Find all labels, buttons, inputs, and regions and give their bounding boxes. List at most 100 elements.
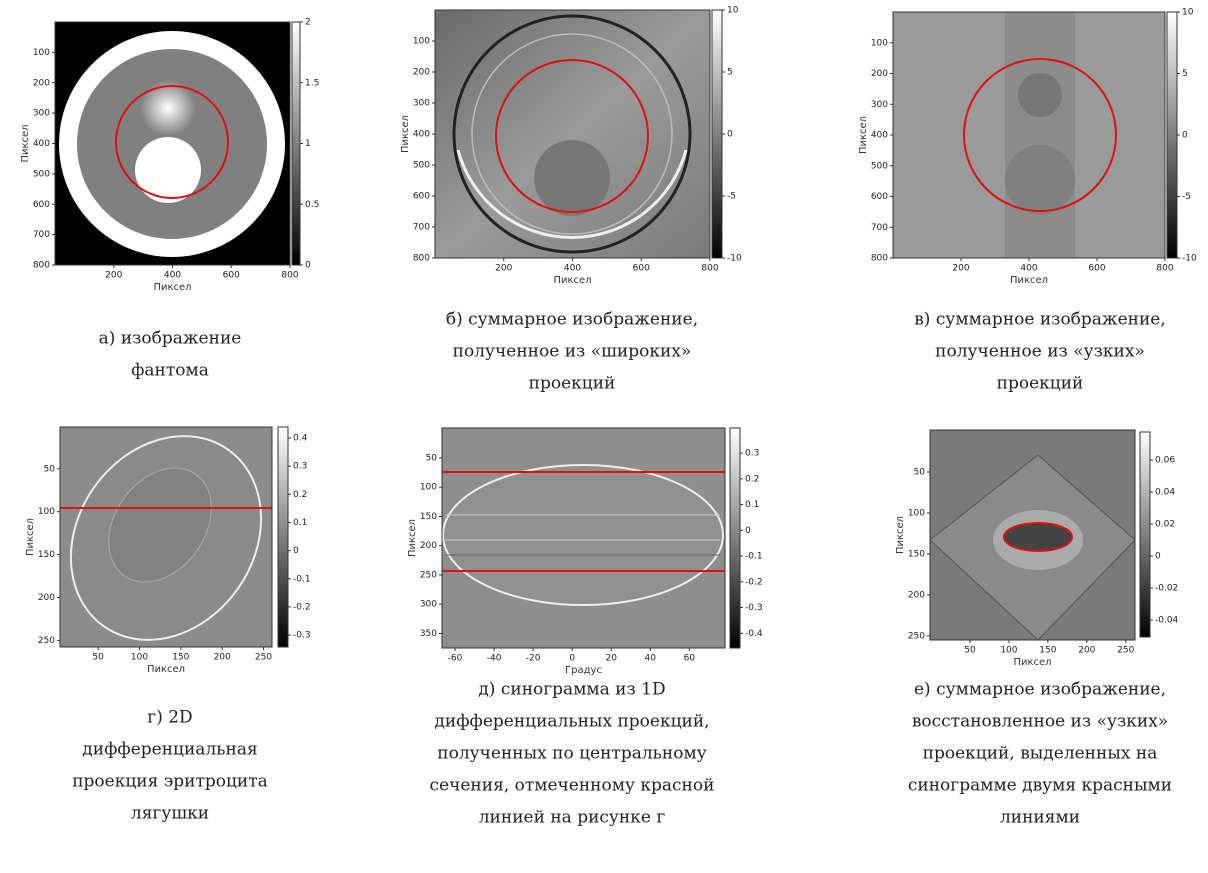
image-c [893,12,1165,258]
image-f [930,430,1135,640]
y-tick-label: 250 [420,570,437,580]
y-axis-label: Пиксел [400,115,411,153]
caption-line: лягушки [131,804,209,824]
colorbar-tick-label: 0 [1155,552,1161,562]
caption-line: проекций [997,374,1084,394]
colorbar-tick-label: 0 [1182,131,1188,141]
y-tick-label: 400 [871,131,888,141]
x-axis-label: Пиксел [153,282,191,293]
y-tick-label: 200 [38,593,55,603]
y-tick-label: 200 [33,78,50,88]
x-tick-label: 600 [223,271,240,281]
y-tick-label: 600 [33,200,50,210]
x-tick-label: 50 [92,653,104,663]
y-tick-label: 50 [426,453,438,463]
colorbar-tick-label: -0.2 [745,577,763,587]
colorbar [712,10,722,258]
image-d [32,399,300,677]
colorbar-tick-label: 0.2 [293,490,307,500]
caption-line: проекций, выделенных на [923,744,1158,764]
y-tick-label: 100 [33,48,50,58]
caption-line: фантома [131,361,209,381]
colorbar [292,22,300,265]
colorbar-tick-label: 0.02 [1155,520,1175,530]
x-tick-label: 100 [131,653,148,663]
y-tick-label: 600 [871,192,888,202]
x-tick-label: 0 [569,654,575,664]
caption-line: дифференциальная [82,740,257,760]
caption-line: д) синограмма из 1D [478,680,665,700]
x-tick-label: 150 [172,653,189,663]
colorbar [730,428,740,648]
colorbar-tick-label: 0 [305,261,311,271]
x-axis-label: Пиксел [553,275,591,286]
y-tick-label: 200 [413,68,430,78]
y-axis-label: Пиксел [407,519,418,557]
y-tick-label: 500 [871,161,888,171]
x-tick-label: -40 [487,654,502,664]
x-tick-label: 800 [1156,264,1173,274]
colorbar-tick-label: 0.5 [305,200,319,210]
x-tick-label: 600 [1088,264,1105,274]
y-tick-label: 200 [871,69,888,79]
caption-line: сечения, отмеченному красной [430,776,715,796]
x-tick-label: 800 [701,264,718,274]
y-tick-label: 250 [908,631,925,641]
colorbar-tick-label: 5 [1182,69,1188,79]
x-tick-label: 400 [1020,264,1037,274]
y-tick-label: 200 [420,541,437,551]
x-tick-label: 40 [645,654,657,664]
y-tick-label: 350 [420,629,437,639]
x-tick-label: 200 [214,653,231,663]
colorbar-tick-label: 0.3 [293,462,307,472]
x-tick-label: 50 [964,646,976,656]
y-tick-label: 500 [413,161,430,171]
y-tick-label: 50 [914,468,926,478]
colorbar-tick-label: 0.1 [745,500,759,510]
x-tick-label: 200 [1078,646,1095,656]
colorbar-tick-label: 10 [727,6,739,16]
x-axis-label: Пиксел [1013,657,1051,668]
colorbar-tick-label: -10 [1182,254,1197,264]
y-axis-label: Пиксел [858,116,869,154]
colorbar-tick-label: 0.04 [1155,488,1175,498]
y-tick-label: 800 [871,254,888,264]
y-axis-label: Пиксел [25,518,36,556]
colorbar-tick-label: 1 [305,139,311,149]
colorbar-tick-label: -5 [1182,192,1191,202]
y-tick-label: 700 [33,230,50,240]
x-tick-label: -60 [448,654,463,664]
caption-line: проекций [529,374,616,394]
y-tick-label: 100 [413,37,430,47]
y-tick-label: 300 [871,100,888,110]
caption-line: а) изображение [99,329,242,349]
x-tick-label: 400 [564,264,581,274]
colorbar [278,427,288,647]
y-tick-label: 600 [413,192,430,202]
y-tick-label: 300 [33,109,50,119]
y-axis-label: Пиксел [895,516,906,554]
x-axis-label: Пиксел [1010,275,1048,286]
y-tick-label: 150 [908,549,925,559]
y-tick-label: 150 [420,512,437,522]
x-tick-label: 400 [164,271,181,281]
y-tick-label: 100 [908,508,925,518]
y-tick-label: 800 [413,254,430,264]
x-tick-label: 250 [255,653,272,663]
caption-line: линиями [1000,808,1080,828]
x-tick-label: 200 [952,264,969,274]
colorbar-tick-label: 1.5 [305,78,319,88]
colorbar-tick-label: 0.2 [745,474,759,484]
y-tick-label: 150 [38,550,55,560]
y-tick-label: 700 [413,223,430,233]
caption-line: е) суммарное изображение, [914,680,1166,700]
y-axis-label: Пиксел [20,124,31,162]
colorbar-tick-label: 0 [745,526,751,536]
colorbar-tick-label: 0.06 [1155,456,1175,466]
colorbar-tick-label: -0.3 [293,631,311,641]
colorbar-tick-label: 0 [293,546,299,556]
caption-line: полученное из «широких» [453,342,692,362]
y-tick-label: 700 [871,223,888,233]
caption-line: синограмме двумя красными [908,776,1172,796]
caption-line: г) 2D [147,708,192,728]
